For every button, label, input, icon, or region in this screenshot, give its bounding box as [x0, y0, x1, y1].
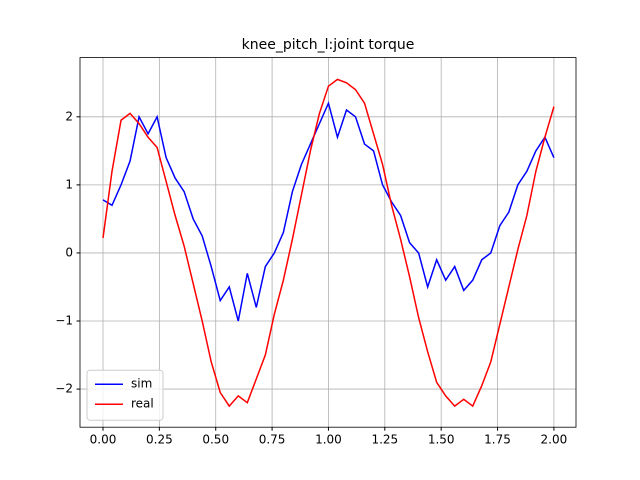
y-tick-label: 1: [65, 177, 73, 191]
y-tick-label: −1: [55, 314, 73, 328]
series-line: [102, 100, 555, 322]
legend-label: sim: [131, 377, 152, 391]
x-tick-label: 0.00: [90, 433, 117, 447]
y-tick-label: 0: [65, 245, 73, 259]
legend-box: [86, 369, 164, 421]
y-tick-label: −2: [55, 382, 73, 396]
x-tick-label: 2.00: [541, 433, 568, 447]
x-tick-label: 0.50: [202, 433, 229, 447]
x-tick-label: 1.50: [428, 433, 455, 447]
legend-label: real: [131, 397, 154, 411]
plot-frame: [79, 57, 577, 428]
y-tick-label: 2: [65, 109, 73, 123]
x-tick-label: 1.25: [371, 433, 398, 447]
x-tick-label: 1.00: [315, 433, 342, 447]
chart-title: knee_pitch_l:joint torque: [242, 37, 415, 53]
x-tick-label: 0.25: [146, 433, 173, 447]
x-tick-label: 1.75: [484, 433, 511, 447]
x-tick-label: 0.75: [259, 433, 286, 447]
series-line: [102, 78, 555, 408]
